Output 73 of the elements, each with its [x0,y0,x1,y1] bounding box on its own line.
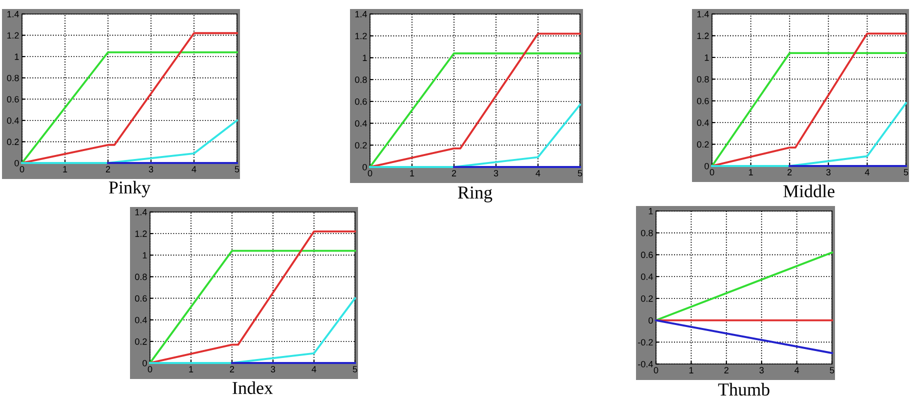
y-tick-label: 1.4 [355,11,367,18]
y-tick-label: 0 [14,160,19,166]
x-tick-label: 5 [234,166,240,172]
y-tick-label: 1 [704,54,709,61]
text: Middle [783,184,834,198]
y-tick-label: 0.4 [135,316,147,324]
y-tick-label: 0.6 [355,98,367,105]
x-tick-label: 4 [312,366,316,372]
x-tick-label: 1 [189,366,194,372]
y-tick-label: 0.2 [697,141,709,148]
y-tick-label: 0.8 [135,274,147,280]
x-tick-label: 3 [148,166,154,172]
y-tick-label: 0 [142,360,147,366]
y-tick-label: 0.4 [7,117,19,124]
y-tick-label: 0 [648,317,653,324]
y-tick-label: 0.8 [641,230,653,236]
y-tick-label: 0.8 [7,74,19,82]
x-tick-label: 0 [148,366,152,372]
y-tick-label: 0.6 [135,295,147,302]
x-tick-label: 5 [352,366,358,372]
y-tick-label: 0.4 [697,120,709,126]
y-tick-label: 0.2 [7,138,19,146]
y-tick-label: -0.4 [638,360,653,368]
x-tick-label: 0 [654,367,658,374]
x-tick-label: 3 [270,366,276,372]
y-tick-label: 0.4 [355,120,367,127]
y-tick-label: 1.2 [355,32,367,40]
y-tick-label: 1 [362,54,367,61]
x-tick-label: 5 [578,170,582,176]
x-tick-label: 0 [20,166,24,172]
x-tick-label: 3 [494,170,498,176]
y-tick-label: 1.2 [7,32,19,39]
y-tick-label: -0.2 [638,339,653,346]
x-tick-label: 3 [759,367,764,374]
y-tick-label: 1.4 [7,11,19,18]
x-tick-label: 0 [368,170,372,176]
x-tick-label: 3 [826,169,831,176]
y-tick-label: 1.2 [135,230,147,237]
text: Pinky [108,180,150,198]
x-tick-label: 1 [410,170,414,176]
text: Index [232,381,273,394]
x-tick-label: 4 [192,166,196,172]
y-tick-label: 0.2 [641,295,653,302]
y-tick-label: 0.6 [641,252,653,258]
x-tick-label: 5 [904,169,908,176]
y-tick-label: 1.4 [135,209,147,216]
x-tick-label: 2 [452,170,456,176]
x-tick-label: 0 [710,169,714,176]
x-tick-label: 2 [788,169,792,176]
x-tick-label: 4 [794,367,800,374]
y-tick-label: 1 [142,252,147,258]
x-tick-label: 1 [63,166,68,172]
x-tick-label: 4 [536,170,540,176]
y-tick-label: 1.4 [697,11,709,18]
x-tick-label: 1 [689,367,694,374]
x-tick-label: 4 [864,169,870,176]
y-tick-label: 0.6 [7,96,19,103]
y-tick-label: 0.6 [697,98,709,104]
y-tick-label: 0.2 [135,338,147,345]
y-tick-label: 0.8 [697,76,709,83]
y-tick-label: 1 [648,208,653,214]
x-tick-label: 2 [230,366,234,372]
x-tick-label: 2 [724,367,728,374]
x-tick-label: 5 [830,367,834,374]
y-tick-label: 0.4 [641,274,653,280]
x-tick-label: 2 [106,166,110,172]
x-tick-label: 1 [748,169,753,176]
y-tick-label: 1 [14,54,19,60]
text: Ring [458,186,492,202]
y-tick-label: 1.2 [697,32,709,39]
text: Thumb [718,382,770,396]
y-tick-label: 0.2 [355,142,367,149]
y-tick-label: 0.8 [355,76,367,83]
